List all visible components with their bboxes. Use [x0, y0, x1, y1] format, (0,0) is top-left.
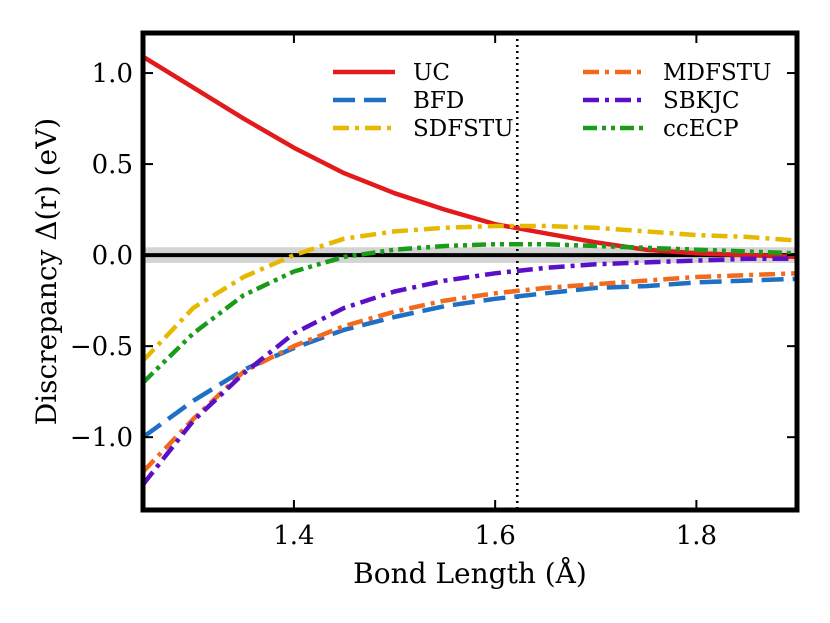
y-tick-label: −0.5 [70, 332, 133, 362]
series-line-sbkjc [143, 256, 797, 486]
series-lines [143, 54, 797, 486]
x-axis-label: Bond Length (Å) [353, 557, 587, 590]
legend-label-ccecp: ccECP [663, 116, 739, 142]
series-line-sdfstu [143, 223, 797, 363]
y-tick-label: 0.0 [92, 241, 133, 271]
y-tick-label: 1.0 [92, 59, 133, 89]
y-axis-label: Discrepancy Δ(r) (eV) [30, 118, 63, 425]
axes: 1.4 1.6 1.8 1.0 0.5 0.0 −0.5 −1.0 [70, 30, 800, 551]
legend-label-sbkjc: SBKJC [663, 88, 740, 114]
series-line-ccecp [143, 241, 797, 385]
legend-label-mdfstu: MDFSTU [663, 60, 771, 86]
series-line-uc [143, 54, 797, 260]
legend-label-uc: UC [413, 60, 450, 86]
legend-label-sdfstu: SDFSTU [413, 116, 514, 142]
plot-frame [140, 30, 800, 513]
y-tick-label: −1.0 [70, 423, 133, 453]
x-tick-label: 1.4 [273, 521, 314, 551]
legend-label-bfd: BFD [413, 88, 464, 114]
x-tick-label: 1.6 [474, 521, 515, 551]
series-line-bfd [143, 276, 797, 440]
y-tick-label: 0.5 [92, 150, 133, 180]
x-tick-label: 1.8 [676, 521, 717, 551]
